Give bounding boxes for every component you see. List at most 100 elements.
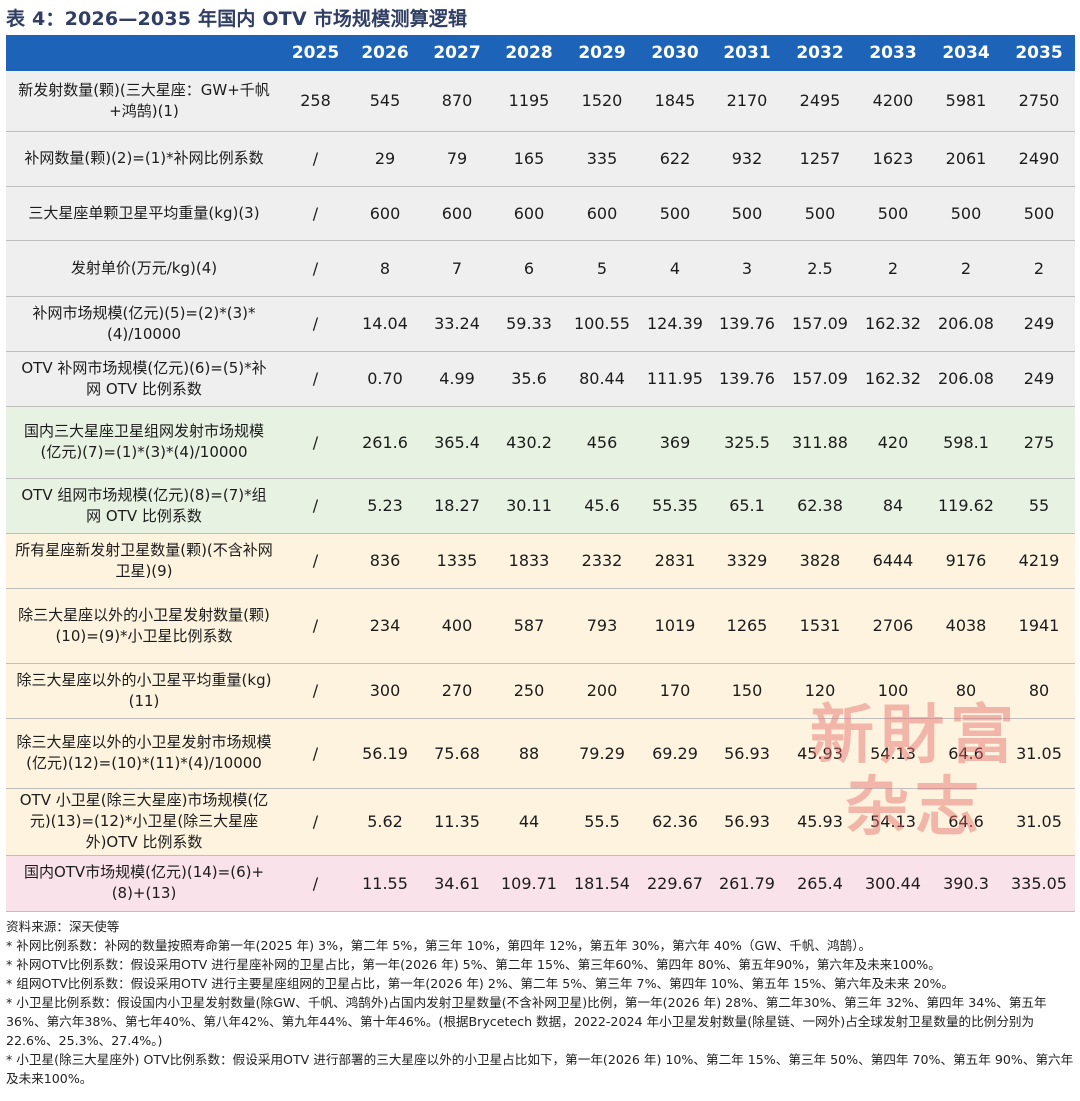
value-cell: 600	[493, 186, 565, 241]
value-cell: 56.93	[711, 718, 783, 789]
row-label: 国内三大星座卫星组网发射市场规模(亿元)(7)=(1)*(3)*(4)/1000…	[6, 406, 282, 479]
value-cell: 600	[421, 186, 493, 241]
value-cell: 150	[711, 663, 783, 719]
value-cell: 206.08	[929, 296, 1003, 352]
value-cell: 65.1	[711, 478, 783, 534]
footnote: * 组网OTV比例系数：假设采用OTV 进行主要星座组网的卫星占比，第一年(20…	[6, 976, 955, 991]
value-cell: 55	[1003, 478, 1075, 534]
value-cell: 139.76	[711, 296, 783, 352]
value-cell: 261.79	[711, 855, 783, 912]
value-cell: 64.6	[929, 788, 1003, 856]
value-cell: 1257	[783, 131, 857, 187]
value-cell: 420	[857, 406, 929, 479]
value-cell: 2061	[929, 131, 1003, 187]
table-row: 所有星座新发射卫星数量(颗)(不含补网卫星)(9)/836 1335 1833 233…	[6, 533, 1075, 589]
value-cell: 400	[421, 588, 493, 664]
column-header: 2033	[857, 35, 929, 71]
value-cell: 109.71	[493, 855, 565, 912]
table-row: 新发射数量(颗)(三大星座：GW+千帆+鸿鹄)(1) 258 545 870 1195 1…	[6, 71, 1075, 132]
value-cell: 206.08	[929, 351, 1003, 407]
value-cell: 45.93	[783, 788, 857, 856]
value-cell: 335.05	[1003, 855, 1075, 912]
value-cell: 44	[493, 788, 565, 856]
value-cell: 300	[349, 663, 421, 719]
header-label-cell	[6, 35, 282, 71]
value-cell: 0.70	[349, 351, 421, 407]
row-label: OTV 小卫星(除三大星座)市场规模(亿元)(13)=(12)*小卫星(除三大星…	[6, 788, 282, 856]
value-cell: 8	[349, 240, 421, 297]
row-label: 三大星座单颗卫星平均重量(kg)(3)	[6, 186, 282, 241]
value-cell: 45.93	[783, 718, 857, 789]
value-cell: 30.11	[493, 478, 565, 534]
value-cell: 622	[639, 131, 711, 187]
value-cell: 587	[493, 588, 565, 664]
value-cell: 2332	[565, 533, 639, 589]
value-cell: 365.4	[421, 406, 493, 479]
value-cell: 80	[1003, 663, 1075, 719]
row-label: 除三大星座以外的小卫星平均重量(kg)(11)	[6, 663, 282, 719]
value-cell: 54.13	[857, 718, 929, 789]
column-header: 2031	[711, 35, 783, 71]
value-cell: 369	[639, 406, 711, 479]
otv-market-table: 2025 2026 2027 2028 2029 2030 2031 2032 …	[6, 35, 1075, 912]
value-cell: 181.54	[565, 855, 639, 912]
value-cell: 793	[565, 588, 639, 664]
value-cell: /	[282, 718, 349, 789]
value-cell: 55.5	[565, 788, 639, 856]
value-cell: 5.23	[349, 478, 421, 534]
value-cell: 80.44	[565, 351, 639, 407]
value-cell: 157.09	[783, 351, 857, 407]
value-cell: 35.6	[493, 351, 565, 407]
value-cell: 261.6	[349, 406, 421, 479]
value-cell: 2750	[1003, 71, 1075, 132]
value-cell: 500	[711, 186, 783, 241]
column-header: 2025	[282, 35, 349, 71]
value-cell: 29	[349, 131, 421, 187]
table-row: 补网市场规模(亿元)(5)=(2)*(3)*(4)/10000/14.04 33.…	[6, 296, 1075, 352]
value-cell: /	[282, 406, 349, 479]
value-cell: /	[282, 533, 349, 589]
table-row: OTV 补网市场规模(亿元)(6)=(5)*补网 OTV 比例系数/0.70 4.…	[6, 351, 1075, 407]
value-cell: 270	[421, 663, 493, 719]
value-cell: 234	[349, 588, 421, 664]
value-cell: 1019	[639, 588, 711, 664]
value-cell: 34.61	[421, 855, 493, 912]
row-label: 除三大星座以外的小卫星发射数量(颗)(10)=(9)*小卫星比例系数	[6, 588, 282, 664]
value-cell: 2170	[711, 71, 783, 132]
value-cell: 6444	[857, 533, 929, 589]
value-cell: 2490	[1003, 131, 1075, 187]
value-cell: 1265	[711, 588, 783, 664]
value-cell: 390.3	[929, 855, 1003, 912]
value-cell: 31.05	[1003, 788, 1075, 856]
value-cell: 170	[639, 663, 711, 719]
value-cell: 62.36	[639, 788, 711, 856]
value-cell: 7	[421, 240, 493, 297]
table-row: 补网数量(颗)(2)=(1)*补网比例系数/29 79 165 335 622 932 12…	[6, 131, 1075, 187]
value-cell: 45.6	[565, 478, 639, 534]
value-cell: /	[282, 588, 349, 664]
value-cell: 1623	[857, 131, 929, 187]
value-cell: 100	[857, 663, 929, 719]
footnote: * 小卫星比例系数：假设国内小卫星发射数量(除GW、千帆、鸿鹄外)占国内发射卫星…	[6, 995, 1047, 1048]
value-cell: 2706	[857, 588, 929, 664]
value-cell: 500	[783, 186, 857, 241]
value-cell: 100.55	[565, 296, 639, 352]
footnotes: 资料来源：深天使等 * 补网比例系数：补网的数量按照寿命第一年(2025 年) …	[6, 917, 1074, 1088]
value-cell: 2	[1003, 240, 1075, 297]
value-cell: /	[282, 663, 349, 719]
value-cell: 1833	[493, 533, 565, 589]
row-label: 发射单价(万元/kg)(4)	[6, 240, 282, 297]
value-cell: 84	[857, 478, 929, 534]
value-cell: 56.93	[711, 788, 783, 856]
value-cell: 139.76	[711, 351, 783, 407]
table-row: 除三大星座以外的小卫星平均重量(kg)(11)/300 270 250 200 170 1…	[6, 663, 1075, 719]
column-header: 2028	[493, 35, 565, 71]
value-cell: 54.13	[857, 788, 929, 856]
value-cell: 157.09	[783, 296, 857, 352]
value-cell: 5981	[929, 71, 1003, 132]
value-cell: /	[282, 788, 349, 856]
value-cell: 250	[493, 663, 565, 719]
header-row: 2025 2026 2027 2028 2029 2030 2031 2032 …	[6, 35, 1075, 71]
value-cell: 932	[711, 131, 783, 187]
value-cell: 80	[929, 663, 1003, 719]
